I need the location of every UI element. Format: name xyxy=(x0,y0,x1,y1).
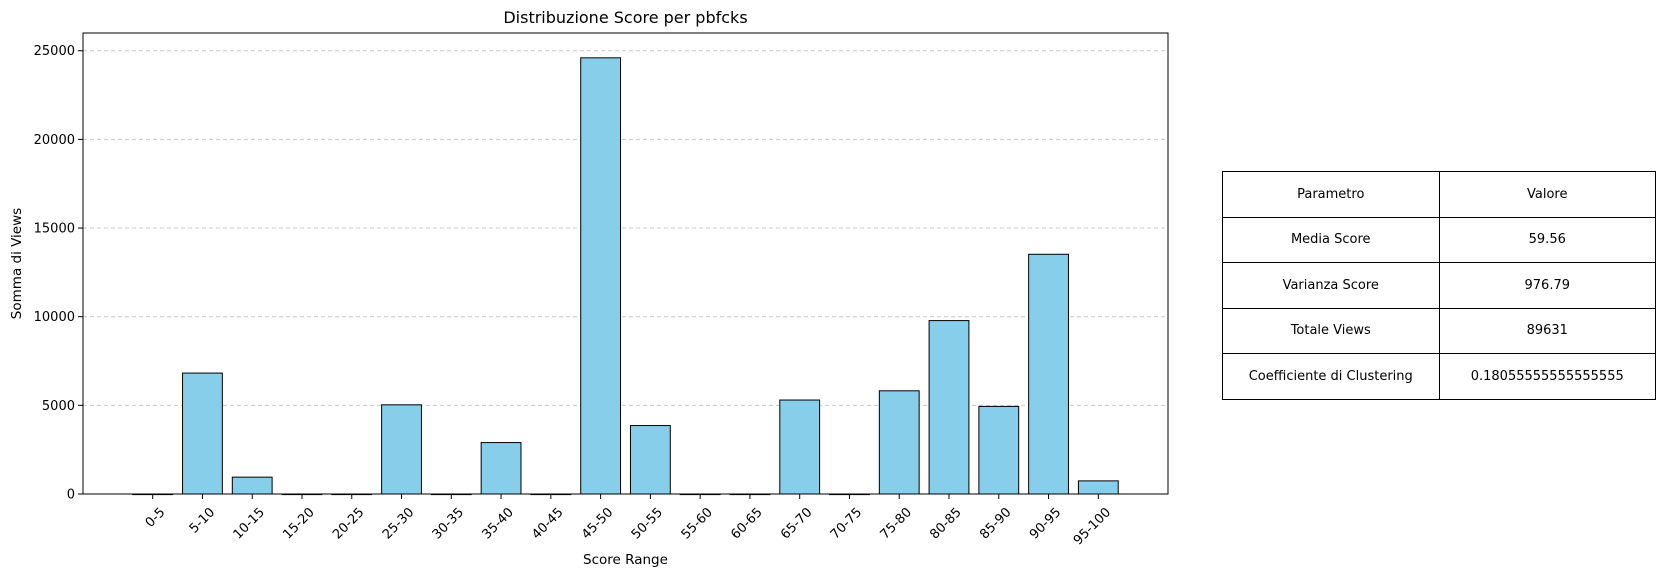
bar xyxy=(231,476,273,495)
table-cell-param: Coefficiente di Clustering xyxy=(1222,353,1440,400)
y-tick-label: 5000 xyxy=(42,399,75,414)
table-cell-param: Media Score xyxy=(1222,216,1440,263)
y-tick-label: 25000 xyxy=(34,44,75,59)
bar xyxy=(580,57,622,495)
x-tick-label: 55-60 xyxy=(679,505,716,542)
table-header-row: Parametro Valore xyxy=(1222,171,1656,218)
y-tick-label: 20000 xyxy=(34,133,75,148)
table-cell-value: 976.79 xyxy=(1438,262,1656,309)
x-axis-ticks: 0-5 5-10 10-15 15-20 20-25 25-30 30-35 35-40 40-… xyxy=(143,494,1114,548)
table-cell-param: Varianza Score xyxy=(1222,262,1440,309)
x-axis-label: Score Range xyxy=(583,552,668,568)
table-header-cell-valore: Valore xyxy=(1438,171,1656,218)
bar-chart: 0 5000 10000 15000 20000 25000 0-5 5-10 10-15 15… xyxy=(9,8,1169,568)
x-tick-label: 30-35 xyxy=(430,505,467,542)
bar xyxy=(978,405,1020,495)
y-axis-ticks: 0 5000 10000 15000 20000 25000 xyxy=(34,44,83,503)
x-tick-label: 60-65 xyxy=(728,505,765,542)
x-tick-label: 20-25 xyxy=(330,505,367,542)
x-tick-label: 95-100 xyxy=(1071,505,1114,548)
stats-table: Parametro Valore Media Score 59.56 Varia… xyxy=(1222,171,1656,400)
y-axis-label: Somma di Views xyxy=(9,208,25,319)
table-cell-value: 89631 xyxy=(1438,307,1656,354)
x-tick-label: 0-5 xyxy=(143,505,169,531)
table-row: Totale Views 89631 xyxy=(1222,307,1656,354)
x-tick-label: 85-90 xyxy=(977,505,1014,542)
bar xyxy=(928,320,970,495)
x-tick-label: 45-50 xyxy=(579,505,616,542)
table-row: Coefficiente di Clustering 0.18055555555… xyxy=(1222,353,1656,400)
x-tick-label: 80-85 xyxy=(927,505,964,542)
x-tick-label: 90-95 xyxy=(1027,505,1064,542)
x-tick-label: 25-30 xyxy=(380,505,417,542)
bar xyxy=(779,399,821,495)
x-tick-label: 10-15 xyxy=(231,505,268,542)
x-tick-label: 40-45 xyxy=(529,505,566,542)
table-cell-param: Totale Views xyxy=(1222,307,1440,354)
x-tick-label: 75-80 xyxy=(878,505,915,542)
bar xyxy=(629,425,671,495)
table-row: Varianza Score 976.79 xyxy=(1222,262,1656,309)
y-tick-label: 0 xyxy=(67,488,75,503)
bars xyxy=(132,57,1119,496)
table-cell-value: 59.56 xyxy=(1438,216,1656,263)
table-header-cell-parametro: Parametro xyxy=(1222,171,1440,218)
plot-frame xyxy=(82,32,1169,495)
x-tick-label: 5-10 xyxy=(187,505,218,536)
x-tick-label: 65-70 xyxy=(778,505,815,542)
chart-title: Distribuzione Score per pbfcks xyxy=(503,8,747,27)
bar xyxy=(1028,253,1069,495)
bar xyxy=(878,390,920,495)
y-tick-label: 10000 xyxy=(34,310,75,325)
bar xyxy=(1077,480,1119,495)
x-tick-label: 50-55 xyxy=(629,505,666,542)
x-tick-label: 15-20 xyxy=(280,505,317,542)
table-cell-value: 0.18055555555555555 xyxy=(1438,353,1656,400)
y-tick-label: 15000 xyxy=(34,222,75,237)
bar xyxy=(480,442,522,495)
table-row: Media Score 59.56 xyxy=(1222,216,1656,263)
x-tick-label: 35-40 xyxy=(479,505,516,542)
x-tick-label: 70-75 xyxy=(828,505,865,542)
bar xyxy=(182,372,223,495)
bar xyxy=(381,404,422,495)
